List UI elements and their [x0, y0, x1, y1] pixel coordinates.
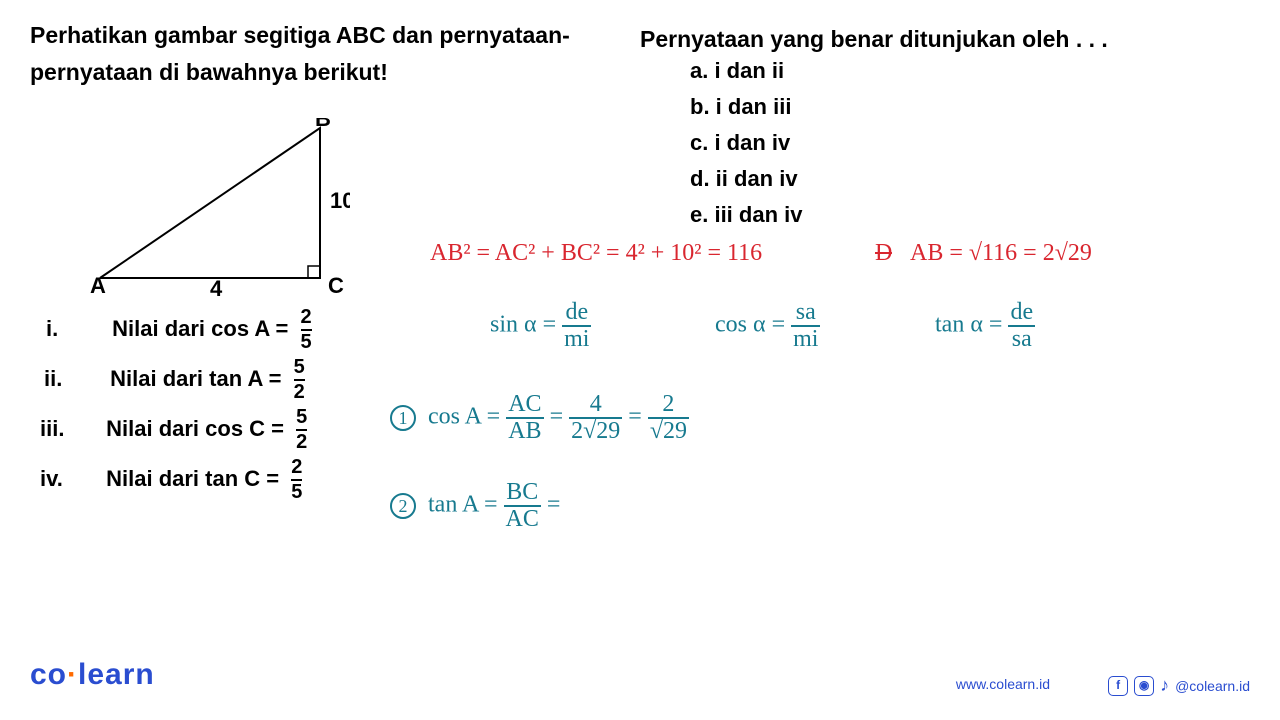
annot-work-2: 2 tan A = BCAC =	[390, 480, 560, 532]
option-a: a. i dan ii	[690, 58, 784, 84]
question-right-heading: Pernyataan yang benar ditunjukan oleh . …	[640, 22, 1108, 57]
option-b: b. i dan iii	[690, 94, 791, 120]
annot-strike: D	[875, 240, 892, 267]
instagram-icon: ◉	[1134, 676, 1154, 696]
question-line-1: Perhatikan gambar segitiga ABC dan perny…	[30, 18, 570, 53]
option-c: c. i dan iv	[690, 130, 790, 156]
social-block: f ◉ ♪ @colearn.id	[1108, 675, 1250, 696]
option-d: d. ii dan iv	[690, 166, 798, 192]
annot-work-1: 1 cos A = ACAB = 42√29 = 2√29	[390, 392, 689, 444]
annot-ab-squared: AB² = AC² + BC² = 4² + 10² = 116	[430, 240, 762, 267]
annot-sin-def: sin α = demi	[490, 300, 591, 352]
question-line-2: pernyataan di bawahnya berikut!	[30, 55, 388, 90]
vertex-c: C	[328, 273, 344, 298]
annot-tan-def: tan α = desa	[935, 300, 1035, 352]
annot-cos-def: cos α = sami	[715, 300, 820, 352]
footer-url: www.colearn.id	[956, 676, 1050, 692]
statement-iii: iii. Nilai dari cos C = 52	[40, 406, 307, 454]
social-handle: @colearn.id	[1175, 678, 1250, 694]
option-e: e. iii dan iv	[690, 202, 802, 228]
statement-iv: iv. Nilai dari tan C = 25	[40, 456, 302, 504]
side-bc-label: 10	[330, 188, 350, 213]
triangle-figure: A B C 10 4	[90, 118, 350, 298]
facebook-icon: f	[1108, 676, 1128, 696]
statement-i: i. Nilai dari cos A = 25	[46, 306, 312, 354]
brand-logo: co·learn	[30, 658, 155, 692]
annot-ab-root: AB = √116 = 2√29	[910, 240, 1092, 267]
vertex-a: A	[90, 273, 106, 298]
side-ac-label: 4	[210, 276, 223, 298]
tiktok-icon: ♪	[1160, 675, 1169, 696]
statement-ii: ii. Nilai dari tan A = 52	[44, 356, 305, 404]
vertex-b: B	[315, 118, 331, 131]
